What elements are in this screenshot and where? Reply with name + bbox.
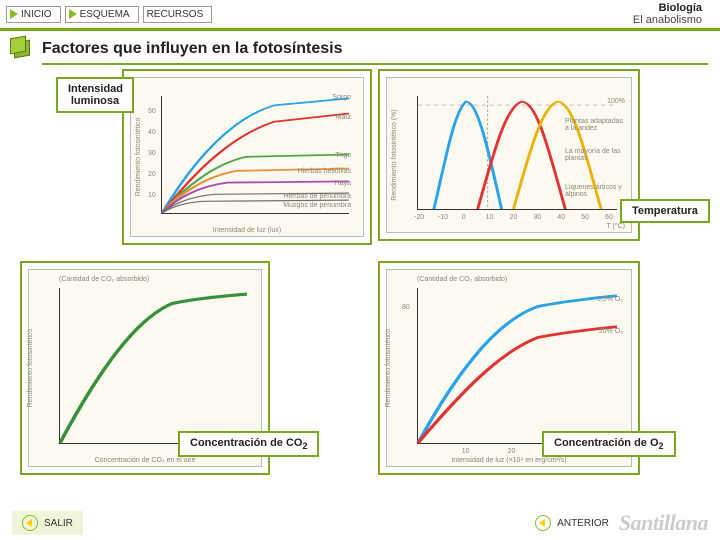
ylabel: Rendimiento fotosintético: [135, 118, 142, 197]
footer-right: ANTERIOR Santillana: [535, 510, 708, 536]
co2-sub: 2: [302, 441, 307, 451]
page-title-row: Factores que influyen en la fotosíntesis: [10, 37, 720, 61]
label-co2: Concentración de CO2: [178, 431, 319, 457]
anterior-button[interactable]: ANTERIOR: [535, 515, 609, 531]
cube-icon: [10, 37, 34, 61]
xtick: 40: [557, 214, 565, 221]
esquema-button[interactable]: ESQUEMA: [65, 6, 139, 23]
ytick: 30: [148, 150, 156, 157]
play-icon: [69, 9, 77, 19]
label-o2: Concentración de O2: [542, 431, 676, 457]
axes: 80 10 20 30 40 0,5% O₂ 20% O₂: [417, 288, 617, 444]
topic-title: El anabolismo: [633, 14, 702, 26]
subject-title: Biología: [633, 2, 702, 14]
series-label: Haya: [335, 180, 351, 187]
xlabel: T (°C): [606, 223, 625, 230]
xtick: 20: [510, 214, 518, 221]
series-label: Hierbas de penumbra: [284, 193, 351, 200]
footer: SALIR ANTERIOR Santillana: [0, 506, 720, 540]
ytick: 50: [148, 108, 156, 115]
o2-text: Concentración de O: [554, 437, 659, 449]
series-annot: Plantas adaptadas a la aridez: [565, 118, 625, 132]
header-right: Biología El anabolismo: [633, 2, 714, 26]
xtick: -20: [414, 214, 424, 221]
ylabel: Rendimiento fotosintético: [385, 329, 392, 408]
xtick: -10: [438, 214, 448, 221]
inicio-label: INICIO: [21, 9, 52, 20]
xtick: 0: [462, 214, 466, 221]
xlabel: Concentración de CO₂ en el aire: [95, 457, 196, 464]
ysub-label: (Cantidad de CO₂ absorbido): [417, 276, 507, 283]
back-icon: [535, 515, 551, 531]
chart-intensidad: Rendimiento fotosintético Sorgo Maíz Tri…: [122, 69, 372, 245]
series-label: Hierbas heliófilas: [298, 168, 351, 175]
ytick: 20: [148, 171, 156, 178]
top-nav: INICIO ESQUEMA RECURSOS Biología El anab…: [0, 0, 720, 28]
xlabel: Intensidad de luz (×10⁴ en erg/cm²/s): [451, 457, 566, 464]
plot-svg: [60, 288, 247, 443]
salir-label: SALIR: [44, 518, 73, 529]
brand-logo: Santillana: [619, 510, 708, 536]
series-annot: La mayoría de las plantas: [565, 148, 625, 162]
plot-svg: [418, 288, 617, 443]
xtick: 10: [486, 214, 494, 221]
ytick: 10: [148, 192, 156, 199]
ylabel: Rendimiento fotosintético: [27, 329, 34, 408]
salir-button[interactable]: SALIR: [12, 511, 83, 535]
ylabel: Rendimiento fotosintético (%): [391, 109, 398, 200]
axes: Sorgo Maíz Trigo Hierbas heliófilas Haya…: [161, 96, 349, 214]
xtick: 60: [605, 214, 613, 221]
inicio-button[interactable]: INICIO: [6, 6, 61, 23]
series-label: Sorgo: [332, 94, 351, 101]
ytick: 80: [402, 304, 410, 311]
xtick: 50: [581, 214, 589, 221]
anterior-label: ANTERIOR: [557, 518, 609, 529]
chart-temperatura: Rendimiento fotosintético (%) -20 -10 0 …: [378, 69, 640, 241]
exit-icon: [22, 515, 38, 531]
label-intensidad: Intensidad luminosa: [56, 77, 134, 113]
axes: [59, 288, 247, 444]
series-label: Trigo: [335, 152, 351, 159]
xlabel: Intensidad de luz (lux): [213, 227, 281, 234]
axes: -20 -10 0 10 20 30 40 50 60 100% Plantas…: [417, 96, 617, 210]
co2-text: Concentración de CO: [190, 437, 302, 449]
series-label: 0,5% O₂: [597, 296, 623, 303]
recursos-button[interactable]: RECURSOS: [143, 6, 213, 23]
xtick: 20: [508, 448, 516, 455]
o2-sub: 2: [659, 441, 664, 451]
ysub-label: (Cantidad de CO₂ absorbido): [59, 276, 149, 283]
chart-inner: Rendimiento fotosintético Sorgo Maíz Tri…: [130, 77, 364, 237]
page-title: Factores que influyen en la fotosíntesis: [42, 40, 343, 58]
series-annot: Líquenes árticos y alpinos: [565, 184, 625, 198]
chart-inner: Rendimiento fotosintético (%) -20 -10 0 …: [386, 77, 632, 233]
content-area: Rendimiento fotosintético Sorgo Maíz Tri…: [0, 65, 720, 505]
ytick: 40: [148, 129, 156, 136]
play-icon: [10, 9, 18, 19]
hundred-label: 100%: [607, 98, 625, 105]
xtick: 30: [533, 214, 541, 221]
esquema-label: ESQUEMA: [80, 9, 130, 20]
series-label: 20% O₂: [599, 328, 623, 335]
label-temperatura: Temperatura: [620, 199, 710, 223]
series-label: Maíz: [336, 114, 351, 121]
divider: [0, 28, 720, 31]
recursos-label: RECURSOS: [147, 9, 204, 20]
xtick: 10: [462, 448, 470, 455]
series-label: Musgos de penumbra: [283, 202, 351, 209]
